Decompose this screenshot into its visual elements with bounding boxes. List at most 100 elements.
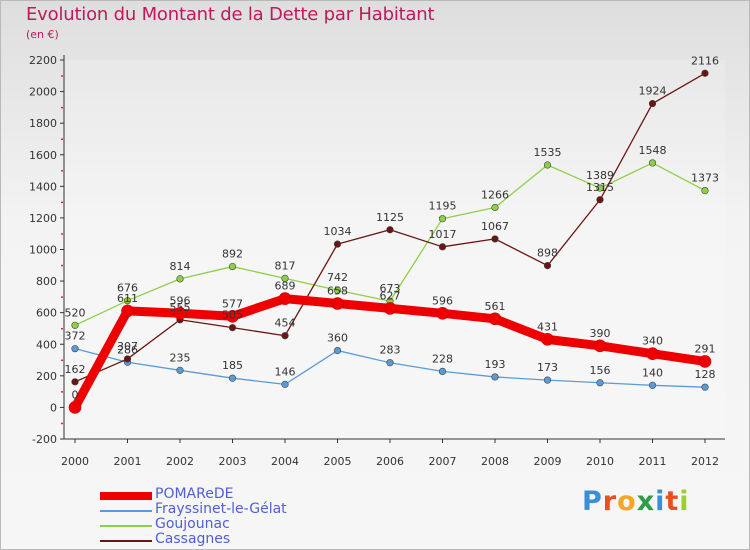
data-point: [648, 99, 657, 108]
y-tick-label: 400: [36, 338, 57, 351]
data-label: 689: [275, 280, 296, 293]
data-label: 173: [537, 361, 558, 374]
legend-label: Goujounac: [155, 516, 230, 532]
logo-letter: P: [582, 486, 603, 517]
data-point: [383, 302, 397, 315]
data-label: 1067: [481, 220, 509, 233]
data-label: 611: [117, 292, 138, 305]
data-point: [333, 286, 342, 294]
legend-swatch: [100, 510, 152, 512]
data-label: 156: [590, 364, 611, 377]
data-point: [281, 274, 289, 282]
chart-subtitle: (en €): [26, 28, 59, 41]
data-label: 658: [327, 285, 348, 298]
x-tick-label: 2005: [324, 455, 352, 468]
data-point: [281, 380, 289, 388]
x-tick-label: 2011: [639, 455, 667, 468]
data-label: 1389: [586, 169, 614, 182]
logo-letter: x: [636, 486, 656, 517]
logo-letter: r: [602, 486, 618, 517]
y-minor-tick: [61, 138, 63, 140]
data-label: 140: [642, 366, 663, 379]
data-point: [333, 346, 342, 355]
data-point: [333, 240, 342, 248]
x-tick-label: 2004: [271, 455, 299, 468]
data-label: 431: [537, 320, 558, 333]
data-label: 283: [380, 344, 401, 357]
y-minor-tick: [61, 75, 63, 77]
logo-letter: o: [617, 486, 637, 517]
data-label: 360: [327, 332, 348, 345]
data-label: 291: [695, 342, 716, 355]
y-minor-tick: [61, 233, 63, 235]
data-point: [701, 186, 709, 195]
legend-label: Cassagnes: [155, 531, 231, 547]
data-point: [71, 378, 79, 386]
data-point: [646, 347, 659, 361]
data-point: [543, 262, 552, 270]
data-point: [176, 366, 184, 374]
x-tick-label: 2006: [376, 455, 404, 468]
y-minor-tick: [61, 201, 63, 204]
data-label: 596: [170, 294, 191, 307]
x-tick-label: 2008: [481, 455, 509, 468]
x-tick-label: 2012: [691, 455, 719, 468]
data-point: [701, 69, 709, 77]
y-tick-label: 200: [36, 370, 57, 383]
data-point: [491, 373, 499, 381]
y-minor-tick: [61, 264, 63, 267]
data-point: [491, 235, 499, 243]
data-label: 193: [485, 358, 506, 371]
chart-title: Evolution du Montant de la Dette par Hab…: [26, 4, 435, 25]
legend-swatch: [100, 492, 152, 500]
y-tick-label: 2000: [29, 86, 57, 99]
y-tick-label: 800: [36, 275, 57, 288]
y-tick-label: 2200: [29, 54, 57, 67]
x-tick-label: 2010: [586, 455, 614, 468]
data-point: [436, 306, 449, 320]
x-tick-label: 2009: [534, 455, 562, 468]
legend-label: POMAReDE: [155, 486, 234, 502]
logo-letter: i: [679, 486, 690, 517]
data-point: [488, 312, 502, 326]
data-point: [541, 333, 554, 346]
data-label: 627: [380, 289, 401, 302]
data-point: [701, 383, 709, 391]
data-point: [121, 304, 134, 318]
legend-label: Frayssinet-le-Gélat: [155, 501, 287, 517]
data-label: 2116: [691, 54, 719, 67]
y-minor-tick: [61, 296, 63, 298]
data-label: 596: [432, 294, 453, 307]
legend-swatch: [100, 540, 152, 542]
data-label: 1548: [639, 144, 667, 157]
data-label: 1535: [534, 146, 562, 159]
data-label: 555: [170, 301, 191, 314]
x-tick-label: 2002: [166, 455, 194, 468]
data-label: 814: [170, 260, 191, 273]
data-label: 390: [590, 327, 611, 340]
data-label: 0: [72, 388, 79, 401]
data-label: 1924: [639, 85, 667, 98]
data-point: [123, 355, 132, 363]
data-label: 817: [275, 259, 296, 272]
data-point: [68, 401, 82, 414]
data-label: 1034: [324, 225, 352, 238]
data-label: 1125: [376, 211, 404, 224]
logo-letter: t: [665, 486, 680, 517]
data-label: 742: [327, 271, 348, 284]
data-point: [226, 309, 239, 323]
y-tick-label: 1000: [29, 244, 57, 257]
data-point: [71, 321, 79, 329]
data-point: [596, 379, 604, 387]
data-label: 1315: [586, 181, 614, 194]
data-point: [386, 226, 394, 234]
data-point: [543, 376, 552, 384]
data-label: 898: [537, 247, 558, 260]
data-point: [593, 339, 607, 353]
data-point: [596, 184, 604, 192]
data-point: [648, 159, 657, 167]
y-tick-label: 1800: [29, 117, 57, 130]
data-label: 520: [65, 306, 86, 319]
data-label: 128: [695, 368, 716, 381]
